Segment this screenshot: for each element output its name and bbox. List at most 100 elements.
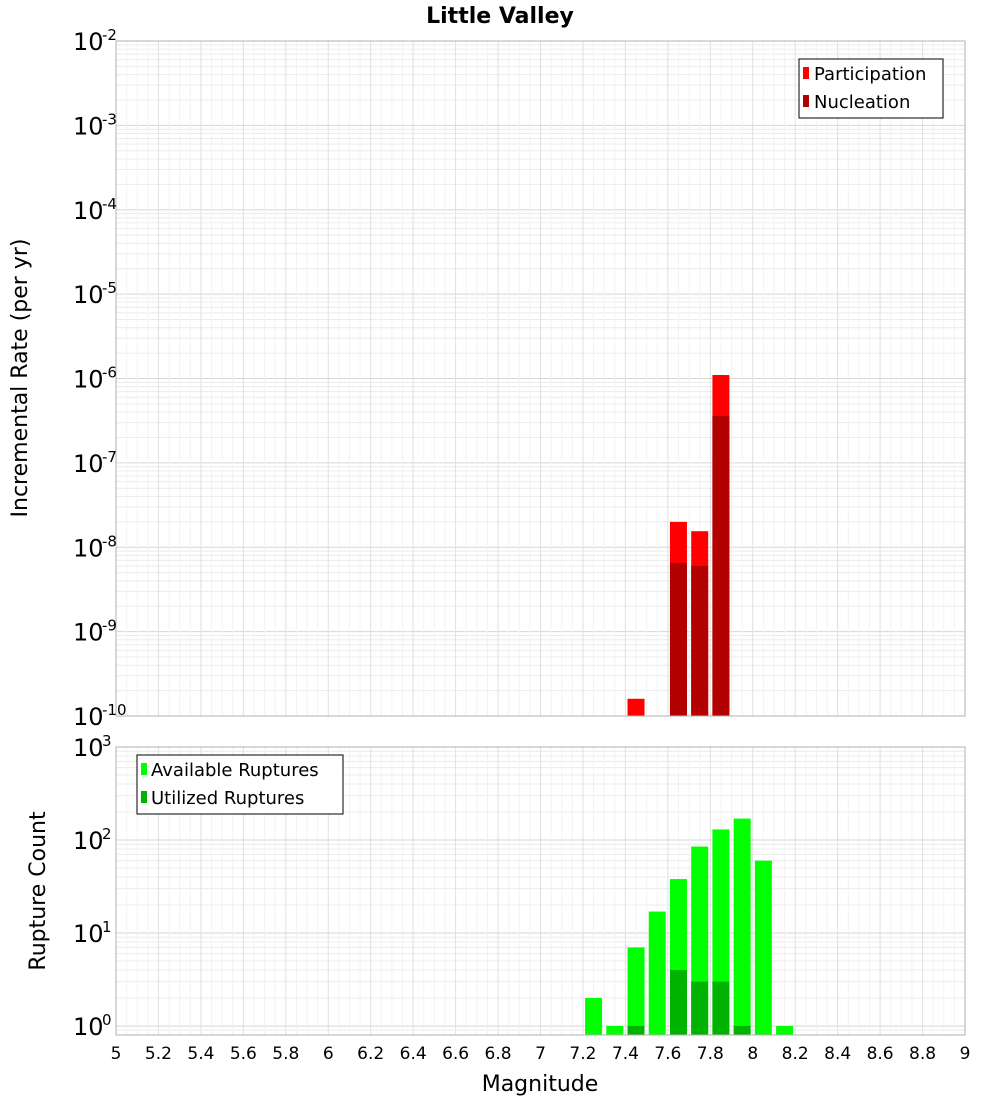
x-tick-label-6-8: 6.8: [485, 1044, 512, 1064]
x-tick-label-8-2: 8.2: [782, 1044, 809, 1064]
x-tick-label-8-4: 8.4: [824, 1044, 851, 1064]
y-tick-label-1e-6: 10-6: [73, 364, 117, 394]
bar-available-ruptures-7-55: [648, 911, 666, 1035]
legend-label-available-ruptures: Available Ruptures: [151, 760, 319, 781]
y-tick-base: 10: [73, 827, 104, 855]
y-tick-exponent: -7: [102, 448, 117, 466]
x-tick-label-9: 9: [960, 1044, 971, 1064]
y-tick-exponent: -5: [102, 279, 117, 297]
x-tick-label-5-6: 5.6: [230, 1044, 257, 1064]
y-tick-exponent: -3: [102, 110, 117, 128]
x-tick-label-7-2: 7.2: [569, 1044, 596, 1064]
x-tick-label-5-4: 5.4: [187, 1044, 214, 1064]
y-tick-label-1e-7: 10-7: [73, 448, 117, 478]
x-tick-label-7-4: 7.4: [612, 1044, 639, 1064]
y-tick-base: 10: [73, 197, 104, 225]
legend-label-participation: Participation: [814, 64, 926, 85]
x-tick-label-8-6: 8.6: [867, 1044, 894, 1064]
top-y-axis-title: Incremental Rate (per yr): [8, 239, 33, 518]
y-tick-label-1e-10: 10-10: [73, 701, 127, 731]
x-tick-label-6-4: 6.4: [400, 1044, 427, 1064]
bar-utilized-ruptures-7-85: [712, 981, 730, 1035]
top-legend: Participation Nucleation: [798, 58, 944, 119]
x-axis-title: Magnitude: [482, 1072, 599, 1097]
x-tick-label-8-8: 8.8: [909, 1044, 936, 1064]
y-tick-label-1e2: 102: [73, 825, 112, 855]
top-chart-panel: 10-210-310-410-510-610-710-810-910-10 In…: [8, 26, 966, 731]
y-tick-label-1e-8: 10-8: [73, 532, 117, 562]
y-tick-base: 10: [73, 28, 104, 56]
legend-label-nucleation: Nucleation: [814, 92, 910, 113]
y-tick-base: 10: [73, 920, 104, 948]
top-grid: [115, 41, 966, 717]
bar-utilized-ruptures-7-75: [691, 981, 709, 1035]
bar-utilized-ruptures-7-45: [627, 1025, 645, 1035]
x-tick-label-5-2: 5.2: [145, 1044, 172, 1064]
bar-nucleation-7-75: [691, 565, 709, 716]
y-tick-base: 10: [73, 703, 104, 731]
x-tick-label-5-8: 5.8: [272, 1044, 299, 1064]
top-bars: [627, 375, 730, 716]
bar-utilized-ruptures-7-65: [669, 969, 687, 1035]
bottom-legend: Available Ruptures Utilized Ruptures: [136, 754, 344, 815]
bar-available-ruptures-7-35: [606, 1025, 624, 1035]
legend-swatch-participation: [803, 67, 809, 79]
y-tick-base: 10: [73, 366, 104, 394]
x-tick-label-7: 7: [535, 1044, 546, 1064]
y-tick-exponent: 3: [102, 732, 112, 750]
y-tick-label-1e0: 100: [73, 1011, 112, 1041]
bar-available-ruptures-7-25: [585, 997, 603, 1035]
top-plot-frame: [115, 40, 966, 717]
top-legend-box: [798, 58, 944, 119]
y-tick-label-1e-4: 10-4: [73, 195, 117, 225]
legend-swatch-available-ruptures: [141, 763, 147, 775]
bottom-plot-frame: [115, 746, 966, 1036]
y-tick-exponent: -4: [102, 195, 117, 213]
y-tick-exponent: 0: [102, 1011, 112, 1029]
bottom-legend-box: [136, 754, 344, 815]
y-tick-label-1e-2: 10-2: [73, 26, 117, 56]
y-tick-label-1e-9: 10-9: [73, 617, 117, 647]
y-tick-exponent: -8: [102, 532, 117, 550]
y-tick-label-1e-5: 10-5: [73, 279, 117, 309]
x-tick-labels: 5 5.2 5.4 5.6 5.8 6 6.2 6.4 6.6 6.8 7 7.2 7.4 7.6 7.8 8…: [111, 1044, 971, 1064]
y-tick-base: 10: [73, 619, 104, 647]
legend-label-utilized-ruptures: Utilized Ruptures: [151, 788, 304, 809]
bar-available-ruptures-8-05: [754, 860, 772, 1035]
chart-title: Little Valley: [426, 4, 574, 29]
y-tick-label-1e1: 101: [73, 918, 112, 948]
bottom-bars: [585, 818, 794, 1035]
bar-nucleation-7-65: [669, 563, 687, 716]
y-tick-base: 10: [73, 534, 104, 562]
y-tick-base: 10: [73, 281, 104, 309]
bar-participation-7-45: [627, 698, 645, 716]
bar-utilized-ruptures-7-95: [733, 1025, 751, 1035]
x-tick-label-5: 5: [111, 1044, 122, 1064]
x-tick-label-8: 8: [747, 1044, 758, 1064]
bar-available-ruptures-8-15: [776, 1025, 794, 1035]
x-tick-label-6-6: 6.6: [442, 1044, 469, 1064]
y-tick-exponent: -6: [102, 364, 117, 382]
x-tick-label-7-6: 7.6: [654, 1044, 681, 1064]
y-tick-exponent: -2: [102, 26, 117, 44]
y-tick-exponent: 2: [102, 825, 112, 843]
y-tick-exponent: -9: [102, 617, 117, 635]
bar-available-ruptures-7-45: [627, 947, 645, 1035]
x-tick-label-7-8: 7.8: [697, 1044, 724, 1064]
y-tick-exponent: 1: [102, 918, 112, 936]
x-tick-label-6: 6: [323, 1044, 334, 1064]
y-tick-exponent: -10: [102, 701, 127, 719]
y-tick-label-1e-3: 10-3: [73, 110, 117, 140]
legend-swatch-utilized-ruptures: [141, 791, 147, 803]
top-y-ticks: 10-210-310-410-510-610-710-810-910-10: [73, 26, 127, 731]
bar-available-ruptures-7-95: [733, 818, 751, 1035]
y-tick-base: 10: [73, 734, 104, 762]
bottom-y-axis-title: Rupture Count: [26, 811, 51, 971]
y-tick-base: 10: [73, 1013, 104, 1041]
y-tick-base: 10: [73, 112, 104, 140]
x-tick-label-6-2: 6.2: [357, 1044, 384, 1064]
y-tick-base: 10: [73, 450, 104, 478]
